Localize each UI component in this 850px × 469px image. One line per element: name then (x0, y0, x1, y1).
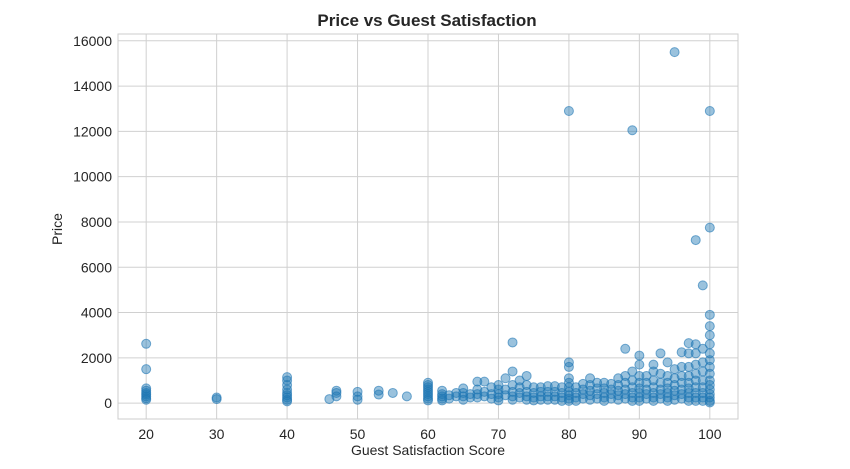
scatter-point (704, 339, 715, 350)
x-axis-label: Guest Satisfaction Score (351, 442, 505, 458)
y-tick-label: 16000 (73, 33, 112, 49)
scatter-point (493, 395, 504, 406)
scatter-point (592, 383, 603, 394)
scatter-point (542, 381, 553, 392)
y-tick-label: 14000 (73, 78, 112, 94)
points-layer (141, 47, 715, 408)
scatter-point (331, 385, 342, 396)
scatter-point (690, 235, 701, 246)
y-tick-label: 12000 (73, 123, 112, 139)
x-tick-label: 70 (491, 426, 507, 442)
x-tick-label: 50 (350, 426, 366, 442)
scatter-point (282, 392, 293, 403)
y-tick-label: 0 (104, 395, 112, 411)
scatter-point (634, 370, 645, 381)
x-tick-label: 40 (279, 426, 295, 442)
scatter-point (634, 377, 645, 388)
scatter-point (563, 106, 574, 116)
scatter-point (521, 370, 532, 381)
scatter-point (563, 361, 574, 372)
scatter-point (500, 373, 511, 384)
scatter-point (704, 309, 715, 320)
scatter-point (282, 396, 293, 407)
scatter-point (669, 47, 680, 58)
scatter-point (620, 343, 631, 354)
x-tick-label: 60 (420, 426, 436, 442)
scatter-point (676, 377, 687, 388)
x-tick-label: 20 (138, 426, 154, 442)
scatter-point (211, 394, 222, 405)
scatter-point (634, 350, 645, 361)
y-tick-labels: 0 2000 4000 6000 8000 10000 12000 14000 16000 (73, 33, 112, 411)
chart-title: Price vs Guest Satisfaction (317, 11, 536, 30)
scatter-point (352, 394, 363, 405)
x-tick-label: 90 (632, 426, 648, 442)
plot-frame (117, 33, 739, 420)
scatter-point (620, 370, 631, 381)
scatter-point (141, 364, 152, 375)
scatter-point (141, 338, 152, 349)
x-tick-labels: 20 30 40 50 60 70 80 90 100 (138, 426, 721, 442)
scatter-point (648, 359, 659, 370)
grid-layer (118, 34, 738, 419)
scatter-point (514, 375, 525, 386)
scatter-point (683, 348, 694, 359)
scatter-point (592, 377, 603, 388)
y-tick-label: 4000 (81, 305, 112, 321)
x-tick-label: 30 (209, 426, 225, 442)
scatter-point (141, 394, 152, 405)
scatter-point (704, 321, 715, 332)
scatter-point (697, 280, 708, 291)
scatter-point (585, 373, 596, 384)
scatter-point (282, 372, 293, 383)
scatter-point (387, 387, 398, 398)
scatter-point (437, 385, 448, 396)
scatter-point (690, 348, 701, 359)
scatter-point (704, 397, 715, 408)
y-tick-label: 2000 (81, 350, 112, 366)
scatter-point (676, 370, 687, 381)
scatter-point (352, 391, 363, 402)
x-tick-label: 100 (698, 426, 722, 442)
scatter-point (704, 361, 715, 372)
scatter-point (704, 368, 715, 379)
scatter-point (507, 366, 518, 377)
scatter-point (655, 377, 666, 388)
scatter-point (528, 382, 539, 393)
y-axis-label: Price (49, 213, 65, 245)
scatter-point (401, 391, 412, 402)
scatter-point (704, 330, 715, 341)
scatter-point (704, 222, 715, 233)
scatter-point (662, 357, 673, 368)
scatter-point (556, 382, 567, 393)
y-tick-label: 6000 (81, 259, 112, 275)
scatter-point (690, 382, 701, 393)
scatter-point (697, 343, 708, 354)
scatter-point (690, 375, 701, 386)
scatter-point (373, 389, 384, 400)
scatter-point (331, 387, 342, 398)
scatter-point (331, 391, 342, 402)
scatter-point (507, 337, 518, 348)
scatter-point (704, 106, 715, 116)
y-tick-label: 10000 (73, 169, 112, 185)
scatter-point (697, 375, 708, 386)
scatter-point (704, 389, 715, 400)
scatter-point (655, 348, 666, 359)
scatter-point (704, 348, 715, 359)
scatter-point (472, 376, 483, 387)
scatter-point (373, 385, 384, 396)
scatter-point (627, 125, 638, 136)
scatter-point (423, 395, 433, 406)
scatter-point (282, 384, 293, 395)
scatter-point (641, 370, 652, 381)
scatter-point (479, 376, 490, 387)
scatter-point (704, 355, 715, 366)
x-tick-label: 80 (561, 426, 577, 442)
y-tick-label: 8000 (81, 214, 112, 230)
scatter-point (634, 359, 645, 370)
